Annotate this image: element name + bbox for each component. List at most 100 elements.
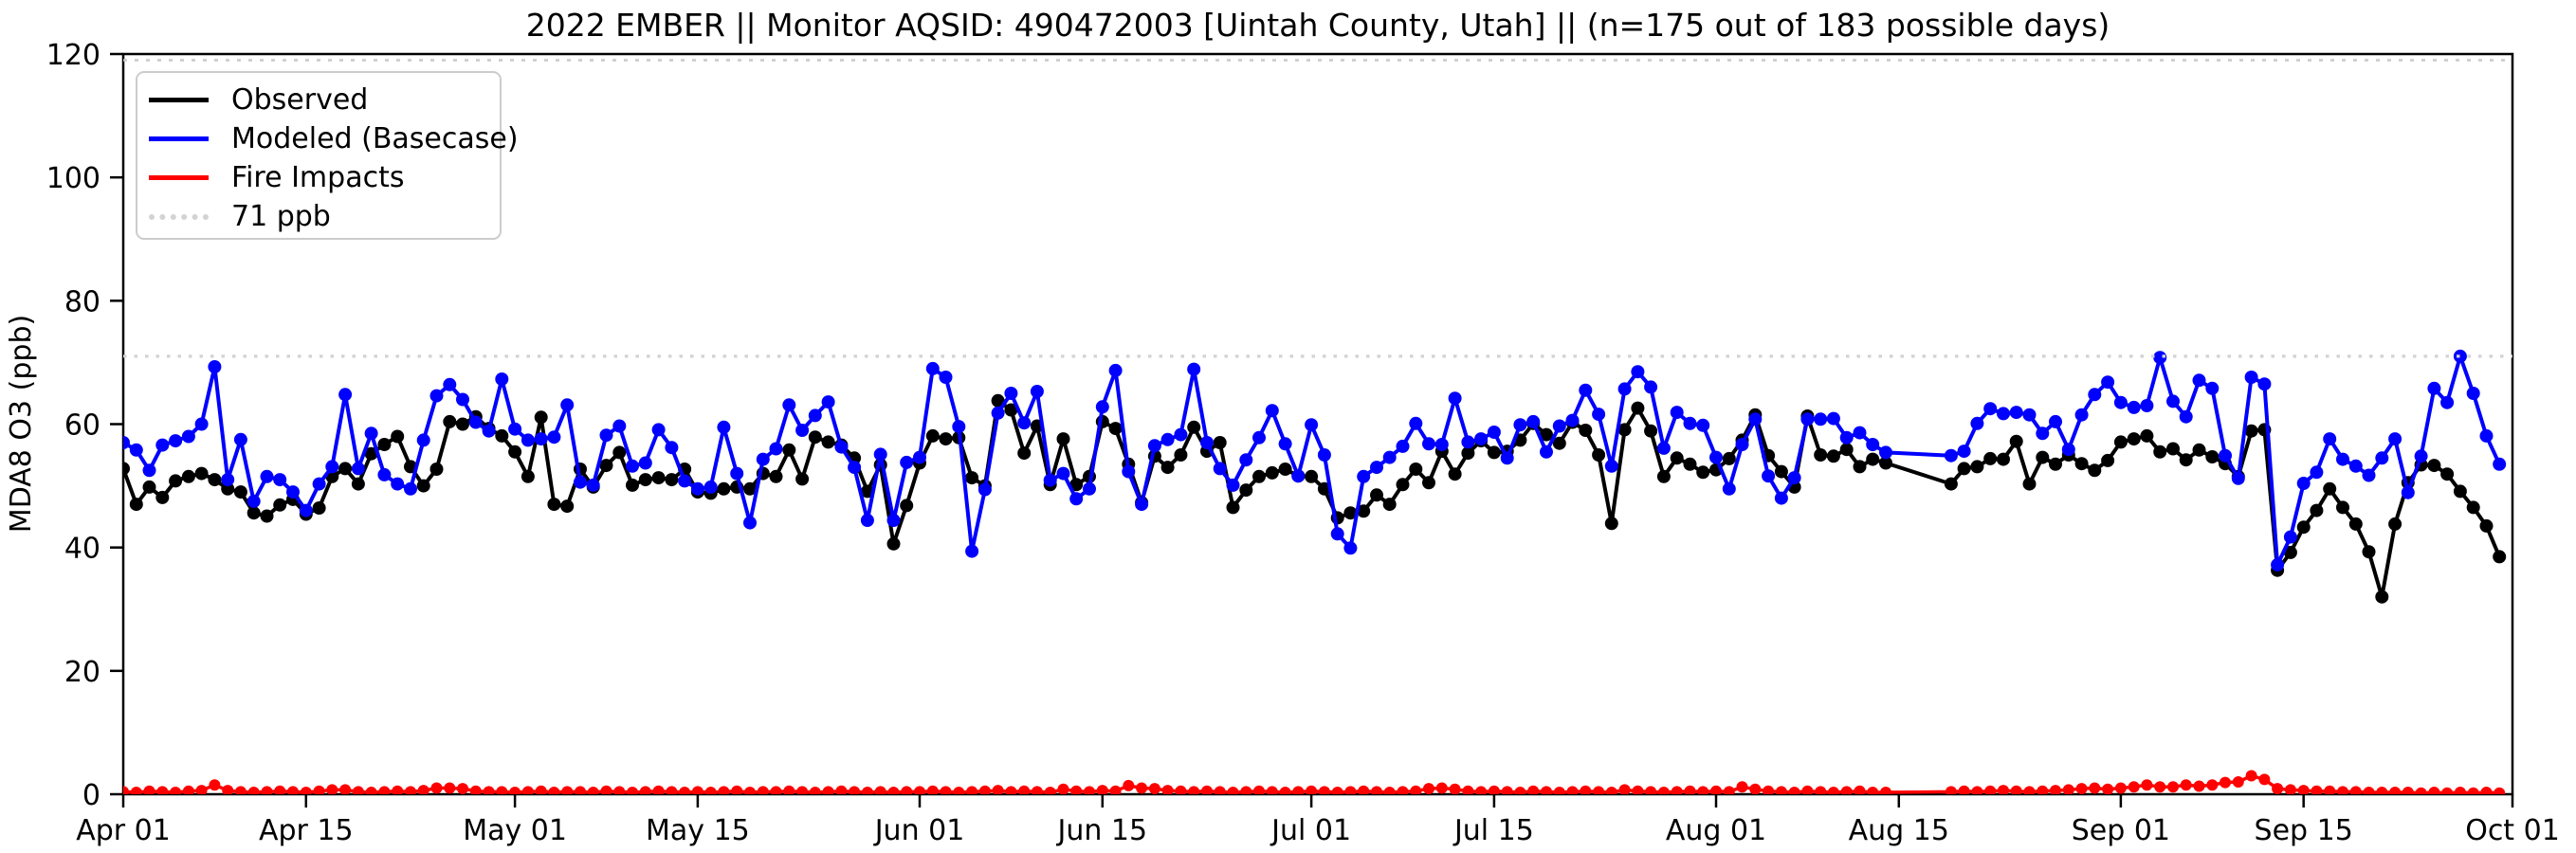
data-point: [1096, 785, 1108, 794]
data-point: [1227, 787, 1239, 794]
data-point: [142, 480, 156, 494]
x-tick-label: May 15: [646, 814, 750, 847]
data-point: [638, 473, 652, 487]
data-point: [508, 422, 522, 436]
data-point: [313, 785, 325, 794]
y-tick-label: 120: [46, 39, 100, 72]
data-point: [1330, 527, 1344, 541]
data-point: [626, 478, 639, 492]
data-point: [1461, 435, 1475, 449]
data-point: [626, 459, 639, 473]
data-point: [925, 361, 940, 375]
data-point: [208, 473, 222, 487]
data-point: [1475, 786, 1488, 794]
data-point: [1579, 424, 1593, 437]
series-layer: [123, 349, 2507, 794]
data-point: [1566, 786, 1579, 794]
data-point: [1069, 478, 1084, 492]
data-point: [1656, 441, 1671, 455]
data-point: [1214, 786, 1226, 794]
data-point: [560, 398, 575, 412]
data-point: [1239, 483, 1253, 498]
data-point: [351, 477, 365, 491]
data-point: [1083, 481, 1096, 496]
data-point: [1748, 412, 1763, 426]
data-point: [508, 445, 522, 459]
data-point: [2036, 426, 2050, 441]
y-tick-label: 40: [64, 533, 100, 566]
data-point: [495, 428, 509, 443]
data-point: [2414, 449, 2428, 463]
data-point: [2427, 459, 2441, 473]
data-point: [2140, 428, 2154, 443]
data-point: [914, 786, 925, 794]
data-point: [1944, 477, 1958, 491]
data-point: [2428, 787, 2440, 794]
data-point: [651, 471, 666, 485]
data-point: [703, 480, 718, 494]
data-point: [2441, 787, 2454, 794]
data-point: [2466, 500, 2480, 515]
data-point: [2037, 785, 2049, 794]
data-point: [769, 442, 783, 456]
data-point: [1422, 437, 1435, 451]
data-point: [1957, 445, 1971, 459]
data-point: [1383, 787, 1396, 794]
data-point: [221, 481, 235, 496]
data-point: [2375, 590, 2389, 604]
data-point: [1826, 411, 1840, 426]
data-point: [1514, 787, 1526, 794]
data-point: [1631, 401, 1645, 415]
data-point: [1501, 786, 1513, 794]
data-point: [287, 786, 299, 794]
modeled-line-swatch-icon: [149, 136, 209, 141]
data-point: [1839, 443, 1854, 457]
data-point: [1983, 451, 1998, 465]
x-tick-label: Oct 01: [2465, 814, 2560, 847]
data-point: [1880, 787, 1891, 794]
data-point: [886, 536, 901, 551]
data-point: [194, 466, 209, 481]
data-point: [769, 469, 783, 483]
data-point: [430, 782, 443, 794]
chart-title: 2022 EMBER || Monitor AQSID: 490472003 […: [526, 7, 2110, 44]
data-point: [2348, 459, 2363, 473]
data-point: [2401, 485, 2415, 499]
data-point: [338, 462, 353, 476]
data-point: [2348, 517, 2363, 531]
observed-line-swatch-icon: [149, 98, 209, 102]
data-point: [1265, 404, 1279, 418]
data-point: [1735, 438, 1749, 451]
data-point: [1331, 787, 1343, 794]
data-point: [377, 467, 392, 481]
data-point: [2427, 381, 2441, 395]
data-point: [1174, 427, 1188, 442]
data-point: [2140, 399, 2154, 412]
data-point: [195, 785, 208, 794]
data-point: [717, 420, 731, 434]
data-point: [575, 786, 586, 794]
y-tick-label: 60: [64, 409, 100, 443]
data-point: [2179, 409, 2193, 424]
data-point: [1266, 786, 1278, 794]
data-point: [143, 785, 155, 794]
data-point: [1970, 460, 1984, 474]
data-point: [1056, 466, 1070, 481]
data-point: [1004, 403, 1018, 417]
data-point: [2220, 776, 2231, 789]
data-point: [1409, 416, 1423, 430]
x-tick-label: Aug 15: [1849, 814, 1949, 847]
data-point: [2193, 780, 2205, 792]
data-point: [1448, 467, 1462, 481]
data-point: [1448, 391, 1462, 406]
data-point: [429, 463, 444, 476]
data-point: [1684, 785, 1696, 794]
data-point: [469, 785, 482, 794]
data-point: [1410, 785, 1422, 794]
data-point: [900, 455, 914, 469]
data-point: [2362, 545, 2376, 559]
data-point: [391, 429, 405, 444]
data-point: [1031, 786, 1043, 794]
data-point: [2311, 785, 2323, 794]
